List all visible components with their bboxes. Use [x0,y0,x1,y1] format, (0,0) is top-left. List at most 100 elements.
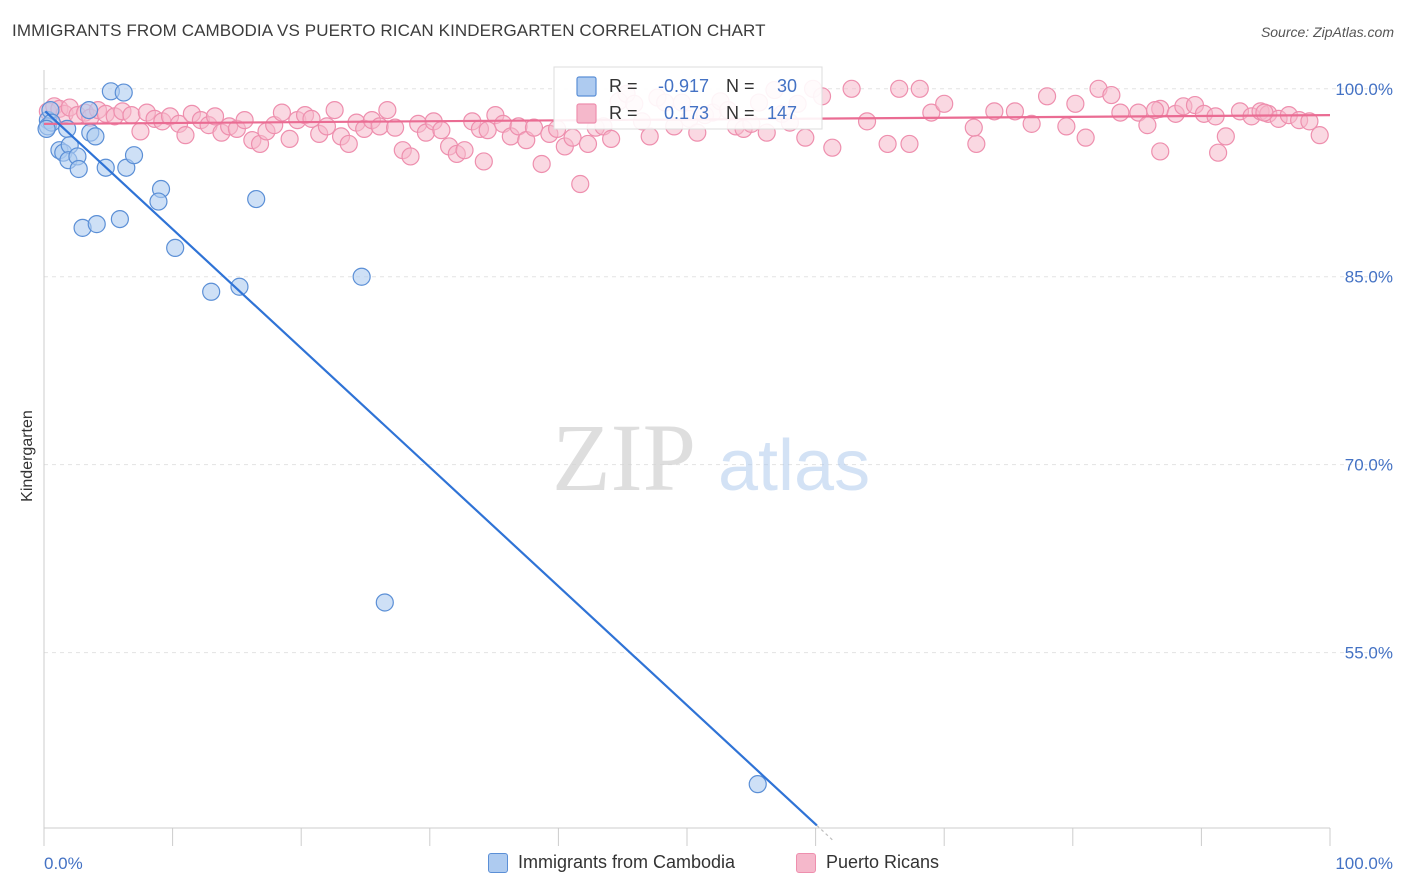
trendline-cambodia [44,110,818,827]
legend-swatch-cambodia [488,852,508,873]
point-puerto-rican [1310,126,1329,145]
point-cambodia [114,83,133,102]
point-puerto-rican [122,106,141,125]
y-tick-label: 85.0% [1345,268,1393,287]
point-puerto-rican [532,154,551,174]
point-puerto-rican [640,127,659,146]
point-puerto-rican [563,128,582,147]
stats-r-label: R = [609,103,638,123]
point-puerto-rican [878,134,897,154]
axis-layer: 100.0% 85.0% 70.0% 55.0% 0.0% 100.0% [43,70,1393,873]
point-puerto-rican [280,129,299,149]
point-puerto-rican [474,152,493,171]
x-tick-label: 0.0% [44,854,83,873]
point-puerto-rican [176,126,195,145]
point-cambodia [202,282,221,301]
point-puerto-rican [235,111,254,130]
y-tick-label: 55.0% [1345,644,1393,663]
point-puerto-rican [272,103,292,122]
point-puerto-rican [571,174,590,194]
y-tick-label: 100.0% [1335,80,1393,99]
stats-n-value: 147 [767,103,797,123]
stats-r-value: -0.917 [658,76,709,96]
x-tick-label: 100.0% [1335,854,1393,873]
legend-label-cambodia: Immigrants from Cambodia [518,852,736,872]
point-puerto-rican [910,79,929,98]
point-cambodia [79,100,99,120]
stats-r-value: 0.173 [664,103,709,123]
point-puerto-rican [823,138,842,157]
point-puerto-rican [842,79,861,98]
point-puerto-rican [1057,117,1076,136]
point-puerto-rican [1300,112,1319,131]
point-puerto-rican [131,122,150,141]
y-tick-label: 70.0% [1345,456,1393,475]
point-cambodia [124,146,144,165]
point-puerto-rican [432,121,451,140]
point-cambodia [352,267,371,286]
point-puerto-rican [796,128,815,147]
point-puerto-rican [401,147,420,166]
point-puerto-rican [1102,85,1121,105]
y-axis-title: Kindergarten [19,410,36,502]
point-puerto-rican [900,134,919,154]
legend-swatch-puerto-ricans [796,852,816,873]
point-puerto-rican [967,134,986,154]
point-puerto-rican [339,134,358,154]
point-puerto-rican [890,79,909,98]
point-puerto-rican [1216,127,1235,146]
point-puerto-rican [1066,94,1085,113]
point-puerto-rican [1151,142,1170,161]
stats-n-label: N = [726,103,755,123]
chart-title: IMMIGRANTS FROM CAMBODIA VS PUERTO RICAN… [12,21,766,40]
point-puerto-rican [985,102,1004,121]
point-cambodia [748,775,767,794]
legend-item-cambodia: Immigrants from Cambodia [488,852,735,873]
point-puerto-rican [205,107,225,126]
point-puerto-rican [478,121,497,140]
point-puerto-rican [1138,116,1157,135]
point-cambodia [247,189,266,209]
stats-n-label: N = [726,76,755,96]
point-cambodia [149,192,168,211]
point-puerto-rican [317,117,337,136]
stats-swatch [576,76,597,97]
point-puerto-rican [578,134,598,154]
point-puerto-rican [1146,100,1165,120]
point-cambodia [69,159,88,179]
point-puerto-rican [302,109,321,128]
watermark-atlas: atlas [718,426,870,506]
legend-label-puerto-ricans: Puerto Ricans [826,852,940,872]
grid-layer [44,88,1392,654]
point-puerto-rican [455,141,474,160]
point-puerto-rican [857,112,877,131]
stats-legend: R = -0.917 N = 30 R = 0.173 N = 147 [553,66,823,130]
point-cambodia [375,593,394,612]
legend-item-puerto-ricans: Puerto Ricans [796,852,939,873]
point-cambodia [87,215,106,234]
stats-n-value: 30 [777,76,797,96]
point-puerto-rican [964,118,983,137]
point-puerto-rican [1111,103,1130,122]
point-cambodia [86,127,105,146]
point-cambodia [110,209,129,229]
point-puerto-rican [1005,102,1025,121]
point-cambodia [230,277,249,296]
point-puerto-rican [1022,114,1041,133]
point-puerto-rican [370,117,389,136]
point-puerto-rican [378,100,397,120]
stats-r-label: R = [609,76,638,96]
bottom-legend: Immigrants from Cambodia Puerto Ricans [0,852,1406,876]
point-cambodia [166,238,185,258]
point-puerto-rican [935,94,954,113]
watermark-zip: ZIP [552,404,696,511]
point-puerto-rican [1255,103,1274,122]
stats-legend-box [553,66,823,130]
watermark: ZIP atlas [552,404,870,511]
point-puerto-rican [1209,143,1228,162]
point-puerto-rican [325,100,344,120]
source-label: Source: ZipAtlas.com [1260,24,1394,40]
point-puerto-rican [1076,128,1095,147]
point-puerto-rican [602,129,621,149]
